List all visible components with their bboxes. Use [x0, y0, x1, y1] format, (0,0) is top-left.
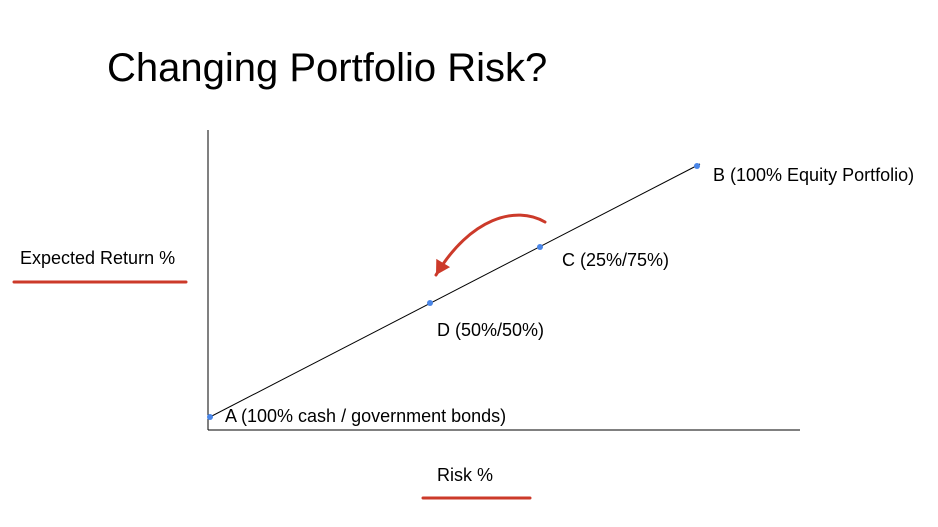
point-c: [537, 244, 543, 250]
point-b: [694, 163, 700, 169]
point-d: [427, 300, 433, 306]
portfolio-line: [208, 164, 700, 418]
transition-arrow: [436, 215, 545, 275]
transition-arrow-head: [436, 259, 450, 275]
portfolio-risk-chart: [0, 0, 938, 527]
point-a: [207, 414, 213, 420]
